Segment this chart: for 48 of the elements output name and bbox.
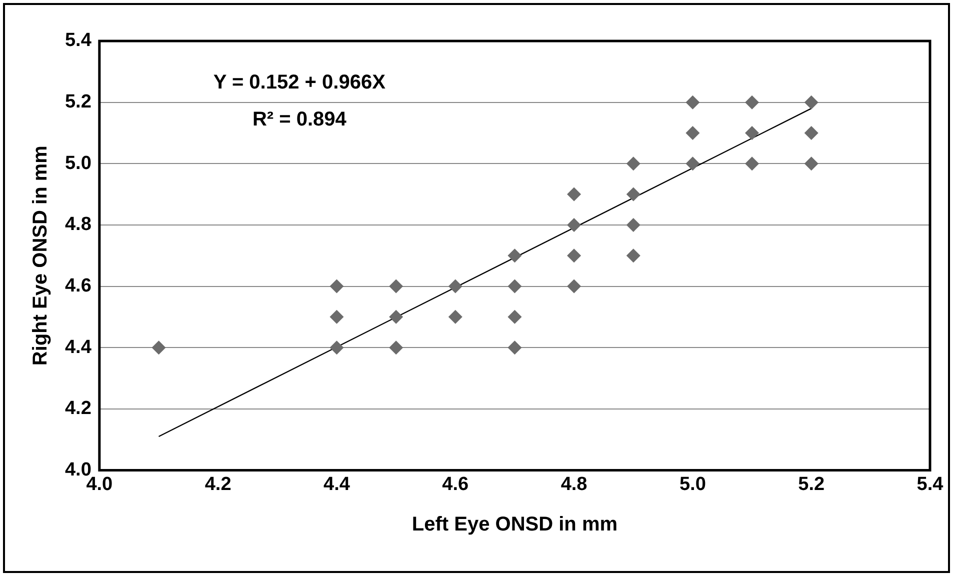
point <box>626 156 640 171</box>
y-axis-title: Right Eye ONSD in mm <box>30 146 52 366</box>
point <box>626 187 640 202</box>
point <box>745 156 760 171</box>
point <box>508 340 522 355</box>
point <box>330 279 344 294</box>
point <box>567 279 582 294</box>
point <box>626 218 640 232</box>
y-tick-label: 4.2 <box>64 398 92 420</box>
annotation: R² = 0.894 <box>252 108 348 131</box>
x-tick-label: 4.8 <box>560 474 588 495</box>
point <box>745 95 760 110</box>
x-tick-label: 5.0 <box>679 474 706 495</box>
point <box>508 248 522 263</box>
y-tick-label: 5.4 <box>64 30 92 52</box>
y-tick-label: 4.6 <box>64 275 92 296</box>
point <box>389 340 404 355</box>
point <box>508 310 522 324</box>
point <box>567 187 582 202</box>
point <box>626 248 640 263</box>
point <box>804 156 818 171</box>
point <box>567 218 582 232</box>
point <box>448 310 462 324</box>
x-axis-title: Left Eye ONSD in mm <box>412 514 618 536</box>
point <box>745 126 760 140</box>
point <box>508 279 522 294</box>
point <box>804 126 818 140</box>
x-tick-label: 4.2 <box>204 474 232 495</box>
x-tick-label: 5.4 <box>916 474 944 495</box>
point <box>567 248 582 263</box>
x-tick-label: 5.2 <box>798 474 825 495</box>
x-tick-label: 4.6 <box>442 474 469 495</box>
point <box>389 310 404 324</box>
point <box>686 126 700 140</box>
point <box>804 95 818 110</box>
point <box>686 95 700 110</box>
y-tick-label: 5.2 <box>64 92 92 113</box>
point <box>448 279 462 294</box>
point <box>330 310 344 324</box>
point <box>686 156 700 171</box>
point <box>389 279 404 294</box>
y-tick-label: 4.8 <box>64 214 92 236</box>
y-tick-label: 4.4 <box>64 336 92 358</box>
x-tick-label: 4.4 <box>324 474 350 495</box>
annotation: Y = 0.152 + 0.966X <box>213 72 386 94</box>
point <box>330 340 344 355</box>
y-tick-label: 5.0 <box>64 152 92 174</box>
point <box>152 340 166 355</box>
